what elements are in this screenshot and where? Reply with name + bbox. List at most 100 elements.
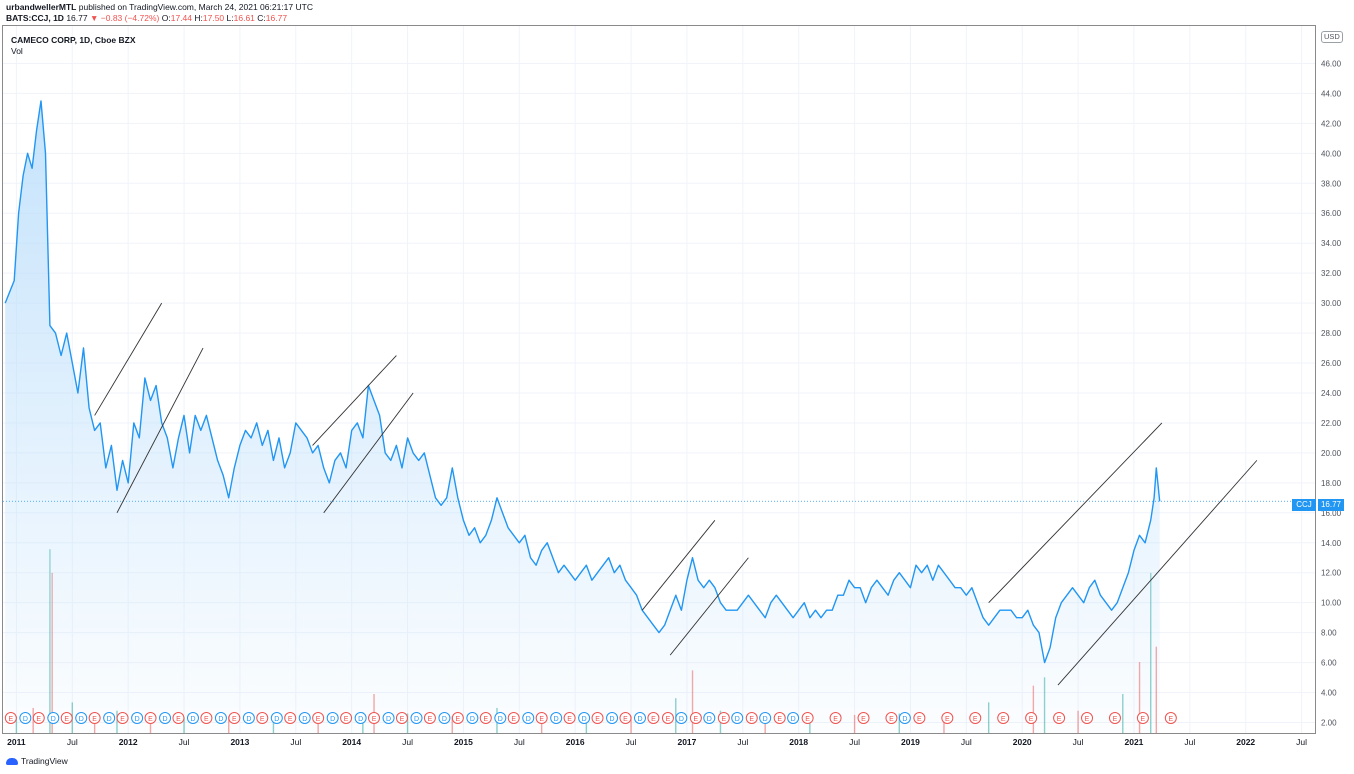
event-marker-53[interactable] [745,712,758,724]
event-marker-3[interactable] [47,712,60,724]
event-marker-69[interactable] [1108,712,1121,724]
legend-title: CAMECO CORP, 1D, Cboe BZX [11,35,136,45]
event-marker-18[interactable] [256,712,269,724]
event-marker-63[interactable] [941,712,954,724]
event-marker-26[interactable] [368,712,381,724]
symbol-label: BATS:CCJ, 1D [6,13,64,23]
trendline-6[interactable] [988,422,1163,603]
event-marker-9[interactable] [131,712,144,724]
event-marker-56[interactable] [787,712,800,724]
event-marker-16[interactable] [228,712,241,724]
x-tick-label-2: 2012 [119,737,138,747]
event-marker-27[interactable] [382,712,395,724]
event-marker-38[interactable] [535,712,548,724]
event-marker-25[interactable] [354,712,367,724]
event-marker-65[interactable] [997,712,1010,724]
chart-pane[interactable] [2,25,1316,734]
event-marker-31[interactable] [438,712,451,724]
trendline-1[interactable] [116,347,204,514]
event-marker-70[interactable] [1136,712,1149,724]
event-marker-68[interactable] [1081,712,1094,724]
event-marker-71[interactable] [1164,712,1177,724]
y-tick-label-22: 46.00 [1321,59,1342,68]
price-line[interactable] [4,100,1161,664]
event-marker-8[interactable] [116,712,129,724]
event-marker-43[interactable] [606,712,619,724]
event-marker-50[interactable] [703,712,716,724]
y-tick-label-16: 34.00 [1321,239,1342,248]
event-marker-19[interactable] [270,712,283,724]
trendline-0[interactable] [94,302,163,416]
event-marker-46[interactable] [647,712,660,724]
event-marker-32[interactable] [451,712,464,724]
event-marker-51[interactable] [717,712,730,724]
x-tick-label-19: Jul [1073,737,1084,747]
x-tick-label-15: Jul [849,737,860,747]
event-marker-34[interactable] [479,712,492,724]
event-marker-2[interactable] [32,712,45,724]
event-marker-64[interactable] [969,712,982,724]
event-marker-60[interactable] [885,712,898,724]
event-marker-11[interactable] [159,712,172,724]
event-marker-57[interactable] [801,712,814,724]
event-marker-62[interactable] [913,712,926,724]
event-marker-61[interactable] [898,712,911,724]
event-marker-7[interactable] [103,712,116,724]
event-marker-1[interactable] [19,712,32,724]
event-marker-4[interactable] [60,712,73,724]
close-value: 16.77 [265,13,288,23]
x-tick-label-1: Jul [67,737,78,747]
event-marker-52[interactable] [731,712,744,724]
trendline-3[interactable] [323,392,414,514]
event-marker-42[interactable] [591,712,604,724]
event-marker-58[interactable] [829,712,842,724]
event-marker-49[interactable] [689,712,702,724]
event-marker-label-47: E [666,716,671,723]
event-marker-33[interactable] [466,712,479,724]
event-marker-37[interactable] [522,712,535,724]
event-marker-22[interactable] [312,712,325,724]
event-marker-28[interactable] [395,712,408,724]
event-marker-10[interactable] [144,712,157,724]
event-marker-5[interactable] [75,712,88,724]
event-marker-0[interactable] [4,712,17,724]
event-marker-54[interactable] [759,712,772,724]
event-marker-41[interactable] [578,712,591,724]
event-marker-20[interactable] [284,712,297,724]
trendline-7[interactable] [1057,460,1258,686]
event-marker-66[interactable] [1025,712,1038,724]
event-marker-21[interactable] [298,712,311,724]
event-marker-6[interactable] [88,712,101,724]
event-marker-55[interactable] [773,712,786,724]
event-marker-30[interactable] [423,712,436,724]
y-tick-label-19: 40.00 [1321,149,1342,158]
event-marker-59[interactable] [857,712,870,724]
event-marker-44[interactable] [619,712,632,724]
event-marker-35[interactable] [494,712,507,724]
event-marker-29[interactable] [410,712,423,724]
event-marker-15[interactable] [214,712,227,724]
event-marker-23[interactable] [326,712,339,724]
event-marker-13[interactable] [186,712,199,724]
event-marker-39[interactable] [550,712,563,724]
trendline-2[interactable] [312,355,397,446]
event-marker-17[interactable] [242,712,255,724]
event-marker-24[interactable] [340,712,353,724]
event-marker-40[interactable] [563,712,576,724]
event-marker-12[interactable] [172,712,185,724]
down-arrow-icon: ▼ [89,13,99,23]
low-value: 16.61 [233,13,255,23]
event-marker-48[interactable] [675,712,688,724]
event-marker-45[interactable] [634,712,647,724]
event-marker-36[interactable] [507,712,520,724]
currency-button[interactable]: USD [1321,31,1343,43]
event-marker-14[interactable] [200,712,213,724]
event-marker-label-38: E [539,716,544,723]
trendline-4[interactable] [641,520,716,611]
event-marker-label-45: D [637,716,642,723]
event-marker-47[interactable] [661,712,674,724]
event-marker-67[interactable] [1053,712,1066,724]
event-marker-label-14: E [204,716,209,723]
trendline-5[interactable] [669,557,749,656]
